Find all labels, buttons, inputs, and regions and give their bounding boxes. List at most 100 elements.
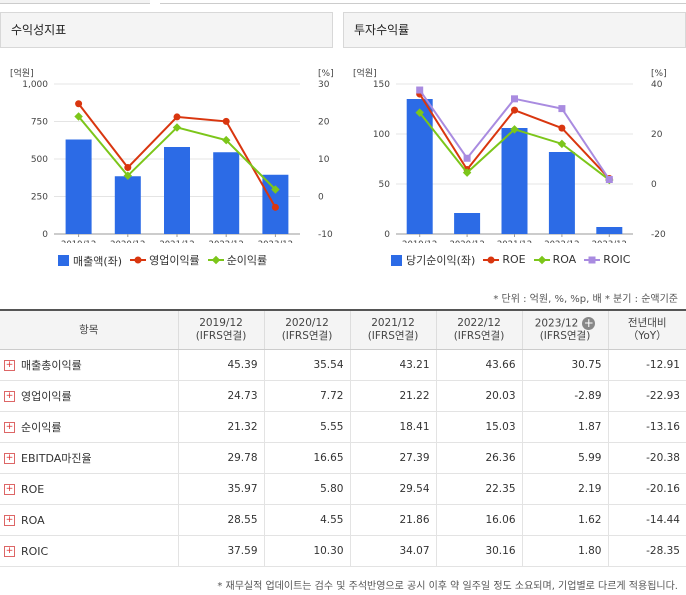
value-cell: 1.87 xyxy=(521,411,608,443)
right-tick-label: -10 xyxy=(318,230,333,240)
yoy-cell: -12.91 xyxy=(607,349,686,381)
data-point xyxy=(271,203,279,211)
right-axis-unit: [%] xyxy=(318,69,333,79)
right-tick-label: 10 xyxy=(318,155,330,165)
data-point xyxy=(75,100,83,108)
value-cell: 16.65 xyxy=(263,442,350,474)
table-row: + ROIC 37.59 10.30 34.07 30.16 1.80 -28.35 xyxy=(0,535,686,567)
value-cell: 20.03 xyxy=(435,380,522,412)
value-cell: 15.03 xyxy=(435,411,522,443)
value-cell: 45.39 xyxy=(177,349,264,381)
expand-icon[interactable]: + xyxy=(4,452,15,464)
header-yoy: 전년대비 （YoY） xyxy=(607,309,686,350)
row-label-cell[interactable]: + 영업이익률 xyxy=(0,380,178,412)
left-tick-label: 750 xyxy=(31,118,48,128)
data-point xyxy=(271,185,280,194)
data-point xyxy=(74,112,83,121)
legend-item[interactable]: 영업이익률 xyxy=(130,252,200,268)
row-label-cell[interactable]: + EBITDA마진율 xyxy=(0,442,178,474)
data-point xyxy=(511,95,518,103)
value-cell: 1.80 xyxy=(521,535,608,567)
top-tab[interactable] xyxy=(0,0,150,4)
left-tick-label: 1,000 xyxy=(22,80,48,90)
legend-item[interactable]: 매출액(좌) xyxy=(58,253,122,269)
right-tick-label: 0 xyxy=(318,193,324,203)
top-tab-strip xyxy=(0,0,686,8)
x-tick-label: 2019/12 xyxy=(402,240,437,243)
add-column-icon[interactable]: + xyxy=(582,315,596,330)
value-cell: 29.78 xyxy=(177,442,264,474)
legend-label: ROE xyxy=(502,253,526,266)
value-cell: 26.36 xyxy=(435,442,522,474)
ratio-table: 항목 2019/12 (IFRS연결) 2020/12 (IFRS연결) 2021/… xyxy=(0,309,686,567)
header-col: 2022/12 (IFRS연결) xyxy=(435,309,522,350)
table-row: + ROA 28.55 4.55 21.86 16.06 1.62 -14.44 xyxy=(0,504,686,536)
row-label-cell[interactable]: + ROA xyxy=(0,504,178,536)
data-point xyxy=(123,171,133,180)
yoy-cell: -22.93 xyxy=(607,380,686,412)
legend-item[interactable]: ROE xyxy=(483,253,526,266)
left-tick-label: 0 xyxy=(384,230,390,240)
value-cell: 5.80 xyxy=(263,473,350,505)
expand-icon[interactable]: + xyxy=(4,483,15,495)
footnote: * 재무실적 업데이트는 검수 및 주석반영으로 공시 이후 약 일주일 정도 … xyxy=(217,581,678,592)
value-cell: 21.32 xyxy=(177,411,264,443)
expand-icon[interactable]: + xyxy=(4,390,15,402)
legend-item[interactable]: ROIC xyxy=(584,253,630,266)
panel-title: 투자수익률 xyxy=(343,12,686,48)
expand-icon[interactable]: + xyxy=(4,359,15,371)
x-tick-label: 2021/12 xyxy=(497,240,532,243)
header-col: 2021/12 (IFRS연결) xyxy=(349,309,436,350)
bar-swatch-icon xyxy=(391,254,402,266)
value-cell: 16.06 xyxy=(435,504,522,536)
expand-icon[interactable]: + xyxy=(4,514,15,526)
line-marker-icon xyxy=(130,256,147,264)
legend-item[interactable]: ROA xyxy=(533,253,577,266)
x-tick-label: 2023/12 xyxy=(258,240,293,243)
x-tick-label: 2019/12 xyxy=(61,240,96,243)
expand-icon[interactable]: + xyxy=(4,545,15,557)
legend-label: ROA xyxy=(552,253,577,266)
right-tick-label: 0 xyxy=(651,180,657,190)
legend-item[interactable]: 당기순이익(좌) xyxy=(391,252,475,268)
right-tick-label: 40 xyxy=(651,80,663,90)
investment-return-chart: [억원] [%] 150 100 50 0 40 20 0 -20 2019/12 2020/12 20… xyxy=(353,67,667,243)
value-cell: -2.89 xyxy=(521,380,608,412)
row-label-cell[interactable]: + 순이익률 xyxy=(0,411,178,443)
right-axis-unit: [%] xyxy=(651,69,667,79)
value-cell: 10.30 xyxy=(263,535,350,567)
legend-label: ROIC xyxy=(603,253,631,266)
legend-item[interactable]: 순이익률 xyxy=(207,252,267,268)
table-row: + 순이익률 21.32 5.55 18.41 15.03 1.87 -13.16 xyxy=(0,411,686,443)
yoy-cell: -14.44 xyxy=(607,504,686,536)
value-cell: 7.72 xyxy=(263,380,350,412)
table-row: + ROE 35.97 5.80 29.54 22.35 2.19 -20.16 xyxy=(0,473,686,505)
row-label: 영업이익률 xyxy=(21,390,72,403)
row-label-cell[interactable]: + ROE xyxy=(0,473,178,505)
left-tick-label: 100 xyxy=(373,130,390,140)
table-row: + EBITDA마진율 29.78 16.65 27.39 26.36 5.99 -20.38 xyxy=(0,442,686,474)
data-point xyxy=(558,105,566,113)
expand-icon[interactable]: + xyxy=(4,421,15,433)
chart-legend: 당기순이익(좌) ROE ROA ROIC xyxy=(391,252,638,269)
x-tick-label: 2021/12 xyxy=(159,240,194,243)
left-tick-label: 150 xyxy=(373,80,390,90)
value-cell: 4.55 xyxy=(263,504,350,536)
line-marker-icon xyxy=(533,255,550,264)
header-col: 2019/12 (IFRS연결) xyxy=(177,309,264,350)
value-cell: 2.19 xyxy=(521,473,608,505)
right-tick-label: 20 xyxy=(318,118,330,128)
value-cell: 29.54 xyxy=(349,473,436,505)
bar xyxy=(406,99,433,234)
data-point xyxy=(605,176,613,183)
bar-swatch-icon xyxy=(58,255,69,266)
value-cell: 30.75 xyxy=(521,349,608,381)
x-tick-label: 2020/12 xyxy=(110,240,145,243)
row-label-cell[interactable]: + ROIC xyxy=(0,535,178,567)
bar xyxy=(454,213,481,234)
row-label-cell[interactable]: + 매출총이익률 xyxy=(0,349,178,381)
chart-legend: 매출액(좌) 영업이익률 순이익률 xyxy=(58,252,275,269)
yoy-cell: -20.38 xyxy=(607,442,686,474)
header-item: 항목 xyxy=(0,309,178,350)
value-cell: 18.41 xyxy=(349,411,436,443)
